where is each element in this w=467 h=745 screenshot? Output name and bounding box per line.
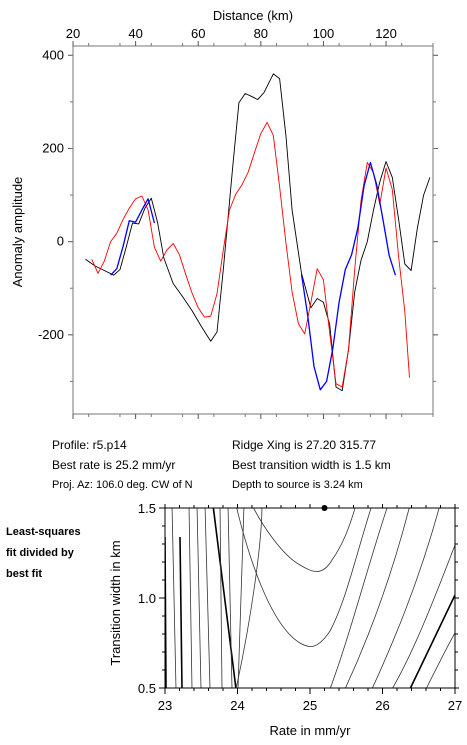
depth-label: Depth to source is 3.24 km — [232, 479, 363, 491]
contour-plot-frame — [164, 507, 456, 689]
top-x-tick-label: 80 — [254, 26, 268, 41]
top-y-axis-title: Anomaly amplitude — [10, 177, 25, 288]
contour-line — [196, 508, 202, 688]
best-fit-point — [321, 505, 328, 511]
contour-line — [237, 508, 245, 688]
top-x-axis-title: Distance (km) — [213, 8, 293, 23]
side-note-line-1: Least-squares — [6, 526, 81, 538]
contour-line-bold — [212, 508, 237, 688]
top-x-tick-label: 40 — [128, 26, 142, 41]
fit-window-line — [300, 161, 397, 391]
profile-label: Profile: r5.p14 — [52, 438, 127, 452]
bottom-y-tick-label: 0.5 — [138, 681, 156, 696]
contour-line — [219, 508, 223, 688]
top-x-tick-label: 100 — [313, 26, 335, 41]
contour-plot: 23 24 25 26 27 1.5 1.0 0.5 Rate in mm/yr Transi… — [108, 501, 462, 738]
bottom-x-tick-label: 25 — [303, 698, 317, 713]
top-y-tick-label: 200 — [42, 140, 64, 155]
contour-line — [392, 544, 455, 688]
anomaly-plot: Distance (km) Anomaly amplitude 20 40 60 80… — [10, 8, 438, 419]
bottom-axes: 23 24 25 26 27 1.5 1.0 0.5 — [138, 501, 462, 713]
top-y-tick-label: 0 — [57, 234, 64, 249]
top-series-group — [85, 73, 431, 392]
bottom-y-tick-label: 1.0 — [138, 591, 156, 606]
contour-line — [426, 632, 455, 688]
contour-line — [372, 508, 440, 688]
top-y-tick-label: -200 — [38, 327, 64, 342]
side-note-line-3: best fit — [6, 568, 43, 580]
contour-line-bold — [179, 536, 183, 688]
top-plot-frame — [72, 45, 434, 415]
bottom-y-tick-label: 1.5 — [138, 501, 156, 516]
ridge-xing-label: Ridge Xing is 27.20 315.77 — [232, 438, 377, 452]
contour-line — [235, 508, 263, 688]
contour-line — [329, 508, 388, 688]
contour-lines — [165, 508, 455, 688]
top-x-tick-label: 60 — [191, 26, 205, 41]
bottom-x-axis-title: Rate in mm/yr — [270, 723, 352, 738]
observed-profile-line — [85, 73, 431, 392]
top-y-tick-label: 400 — [42, 47, 64, 62]
contour-line — [236, 508, 372, 647]
contour-line-bold — [409, 594, 455, 688]
contour-line — [171, 508, 177, 688]
contour-line — [188, 508, 193, 688]
top-axes: 20 40 60 80 100 120 400 200 0 -200 — [38, 26, 438, 419]
bottom-x-tick-label: 24 — [230, 698, 244, 713]
proj-az-label: Proj. Az: 106.0 deg. CW of N — [52, 479, 193, 491]
contour-line — [345, 508, 410, 688]
side-note-line-2: fit divided by — [6, 547, 74, 559]
best-rate-label: Best rate is 25.2 mm/yr — [52, 458, 176, 472]
contour-line — [227, 508, 233, 688]
bottom-x-tick-label: 23 — [158, 698, 172, 713]
contour-line — [204, 508, 211, 688]
contour-line — [253, 508, 356, 572]
top-x-tick-label: 120 — [375, 26, 397, 41]
model-profile-line — [91, 121, 410, 388]
fit-window-line — [110, 198, 156, 276]
best-width-label: Best transition width is 1.5 km — [232, 458, 391, 472]
top-x-tick-label: 20 — [66, 26, 80, 41]
bottom-x-tick-label: 26 — [375, 698, 389, 713]
bottom-y-axis-title: Transition width in km — [108, 540, 123, 665]
contour-line-group — [165, 508, 455, 688]
side-note: Least-squares fit divided by best fit — [6, 522, 81, 585]
bottom-x-tick-label: 27 — [448, 698, 462, 713]
